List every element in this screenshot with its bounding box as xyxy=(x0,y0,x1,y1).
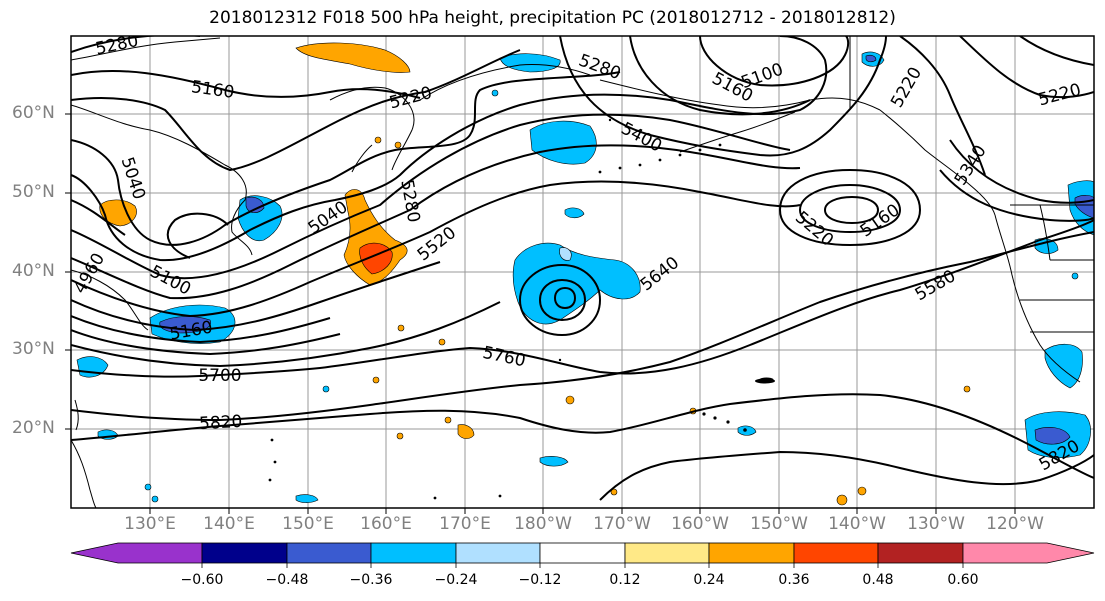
lat-label: 40°N xyxy=(12,261,55,281)
lon-label: 160°W xyxy=(671,514,729,534)
lon-label: 180°W xyxy=(514,514,572,534)
height-contours xyxy=(71,36,1094,501)
contour-label: 5820 xyxy=(199,412,243,434)
colorbar-tick-label: −0.36 xyxy=(349,572,393,588)
colorbar-segment xyxy=(539,542,626,564)
lon-label: 150°W xyxy=(750,514,808,534)
lon-label: 140°E xyxy=(203,514,255,534)
colorbar-segment xyxy=(455,542,541,564)
colorbar xyxy=(70,542,1095,568)
lon-label: 150°E xyxy=(282,514,334,534)
lon-label: 130°W xyxy=(907,514,965,534)
colorbar-tick-label: 0.24 xyxy=(693,572,725,588)
colorbar-tick-label: 0.48 xyxy=(862,572,894,588)
axis-ticks xyxy=(65,113,1016,514)
colorbar-segment xyxy=(286,542,372,564)
colorbar-segment xyxy=(624,542,710,564)
colorbar-segment xyxy=(201,542,288,564)
map-title: 2018012312 F018 500 hPa height, precipit… xyxy=(209,8,896,28)
colorbar-segment xyxy=(70,542,203,564)
colorbar-tick-label: −0.24 xyxy=(434,572,478,588)
contour-label: 5700 xyxy=(198,366,241,386)
lon-label: 170°E xyxy=(439,514,491,534)
coastlines xyxy=(71,36,1094,508)
colorbar-segment xyxy=(877,542,964,564)
lat-label: 20°N xyxy=(12,418,55,438)
lon-label: 140°W xyxy=(828,514,886,534)
colorbar-tick-label: 0.60 xyxy=(947,572,979,588)
colorbar-segment xyxy=(708,542,795,564)
lon-label: 120°W xyxy=(986,514,1044,534)
lon-label: 160°E xyxy=(360,514,412,534)
colorbar-tick-label: −0.12 xyxy=(518,572,562,588)
lon-label: 130°E xyxy=(124,514,176,534)
lat-label: 30°N xyxy=(12,339,55,359)
lat-label: 60°N xyxy=(12,103,55,123)
colorbar-tick-label: 0.36 xyxy=(778,572,810,588)
colorbar-tick-label: −0.48 xyxy=(265,572,309,588)
colorbar-tick-label: −0.60 xyxy=(180,572,224,588)
lon-label: 170°W xyxy=(593,514,651,534)
colorbar-tick-label: 0.12 xyxy=(609,572,641,588)
colorbar-segment xyxy=(793,542,879,564)
lat-label: 50°N xyxy=(12,182,55,202)
colorbar-segment xyxy=(370,542,457,564)
colorbar-segment xyxy=(962,542,1095,564)
